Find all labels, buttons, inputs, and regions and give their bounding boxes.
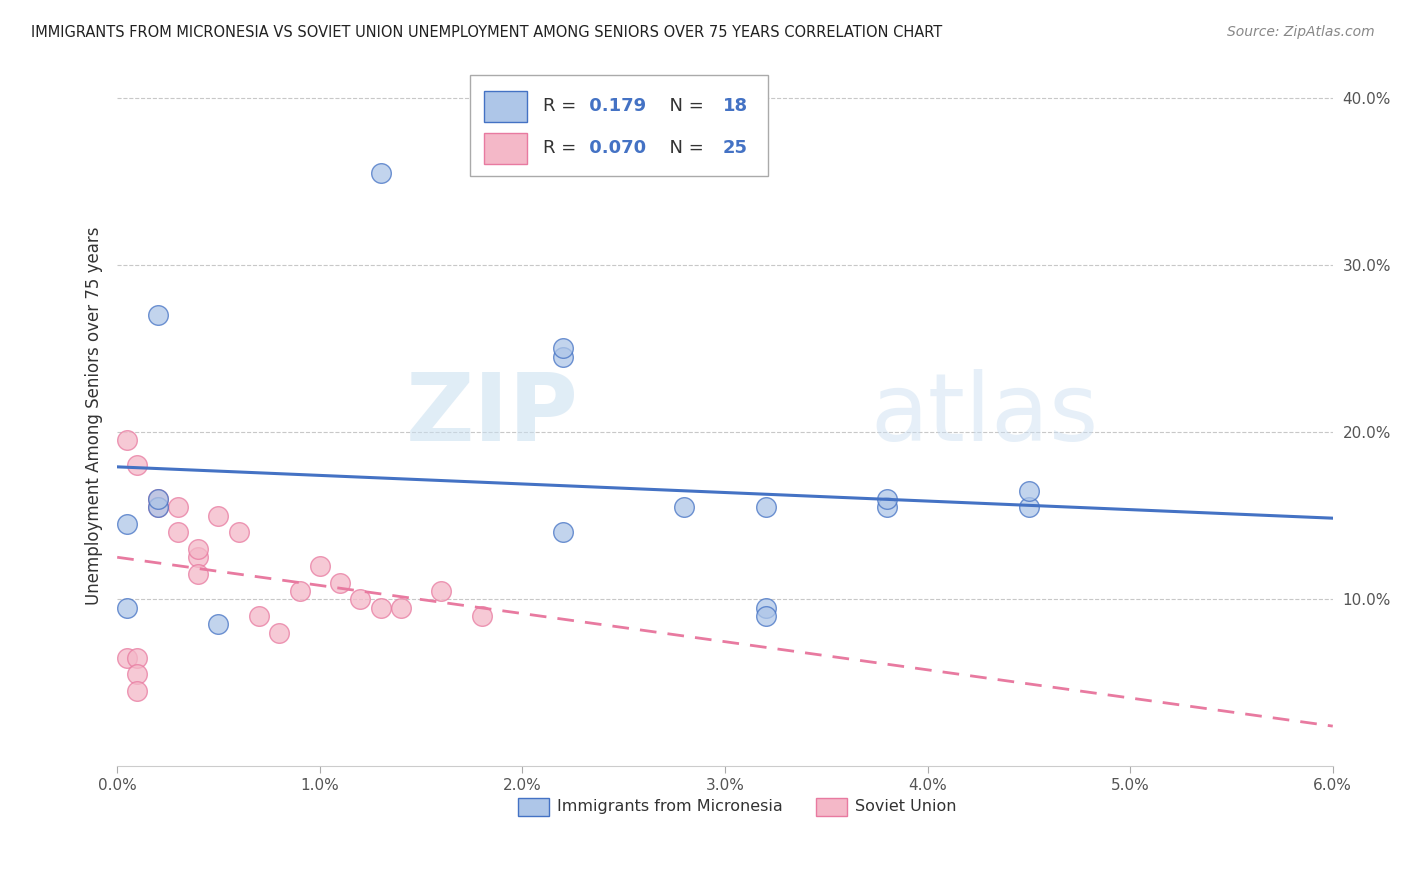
Point xyxy=(876,491,898,506)
Point xyxy=(754,609,776,624)
Point xyxy=(187,542,209,557)
Text: Soviet Union: Soviet Union xyxy=(855,799,956,814)
Point xyxy=(308,558,330,573)
Point xyxy=(754,500,776,515)
Point xyxy=(876,500,898,515)
Point xyxy=(117,434,139,448)
Point xyxy=(551,525,574,540)
Text: ZIP: ZIP xyxy=(406,369,579,461)
Point xyxy=(167,500,190,515)
Text: 0.070: 0.070 xyxy=(582,139,645,157)
Point xyxy=(117,650,139,665)
Point xyxy=(228,525,250,540)
Point xyxy=(146,500,169,515)
Point xyxy=(673,500,696,515)
Text: N =: N = xyxy=(658,97,710,115)
Point xyxy=(471,609,494,624)
Y-axis label: Unemployment Among Seniors over 75 years: Unemployment Among Seniors over 75 years xyxy=(86,226,103,605)
Point xyxy=(207,508,229,523)
Text: Source: ZipAtlas.com: Source: ZipAtlas.com xyxy=(1227,25,1375,39)
Point xyxy=(187,550,209,565)
Point xyxy=(187,567,209,582)
Point xyxy=(1018,483,1040,498)
Text: N =: N = xyxy=(658,139,710,157)
Text: R =: R = xyxy=(543,139,582,157)
Point xyxy=(146,491,169,506)
Point xyxy=(1018,500,1040,515)
Point xyxy=(167,525,190,540)
FancyBboxPatch shape xyxy=(519,798,548,815)
Text: 0.179: 0.179 xyxy=(582,97,645,115)
Point xyxy=(146,491,169,506)
FancyBboxPatch shape xyxy=(484,91,527,121)
Point xyxy=(389,600,412,615)
Point xyxy=(117,516,139,531)
Point xyxy=(127,684,149,698)
Point xyxy=(370,166,392,180)
Point xyxy=(288,583,311,598)
Point xyxy=(269,625,291,640)
Point xyxy=(117,600,139,615)
Point xyxy=(349,592,371,607)
Point xyxy=(146,500,169,515)
FancyBboxPatch shape xyxy=(484,133,527,164)
Text: 18: 18 xyxy=(723,97,748,115)
Point xyxy=(127,650,149,665)
Point xyxy=(146,308,169,322)
Text: IMMIGRANTS FROM MICRONESIA VS SOVIET UNION UNEMPLOYMENT AMONG SENIORS OVER 75 YE: IMMIGRANTS FROM MICRONESIA VS SOVIET UNI… xyxy=(31,25,942,40)
Point xyxy=(127,667,149,681)
Point xyxy=(551,350,574,364)
Text: atlas: atlas xyxy=(870,369,1099,461)
Point xyxy=(207,617,229,632)
Point xyxy=(551,342,574,356)
FancyBboxPatch shape xyxy=(470,75,768,177)
Text: 25: 25 xyxy=(723,139,748,157)
Point xyxy=(247,609,270,624)
Point xyxy=(430,583,453,598)
FancyBboxPatch shape xyxy=(815,798,846,815)
Point xyxy=(370,600,392,615)
Point xyxy=(329,575,352,590)
Text: Immigrants from Micronesia: Immigrants from Micronesia xyxy=(557,799,783,814)
Point xyxy=(127,458,149,473)
Text: R =: R = xyxy=(543,97,582,115)
Point xyxy=(754,600,776,615)
